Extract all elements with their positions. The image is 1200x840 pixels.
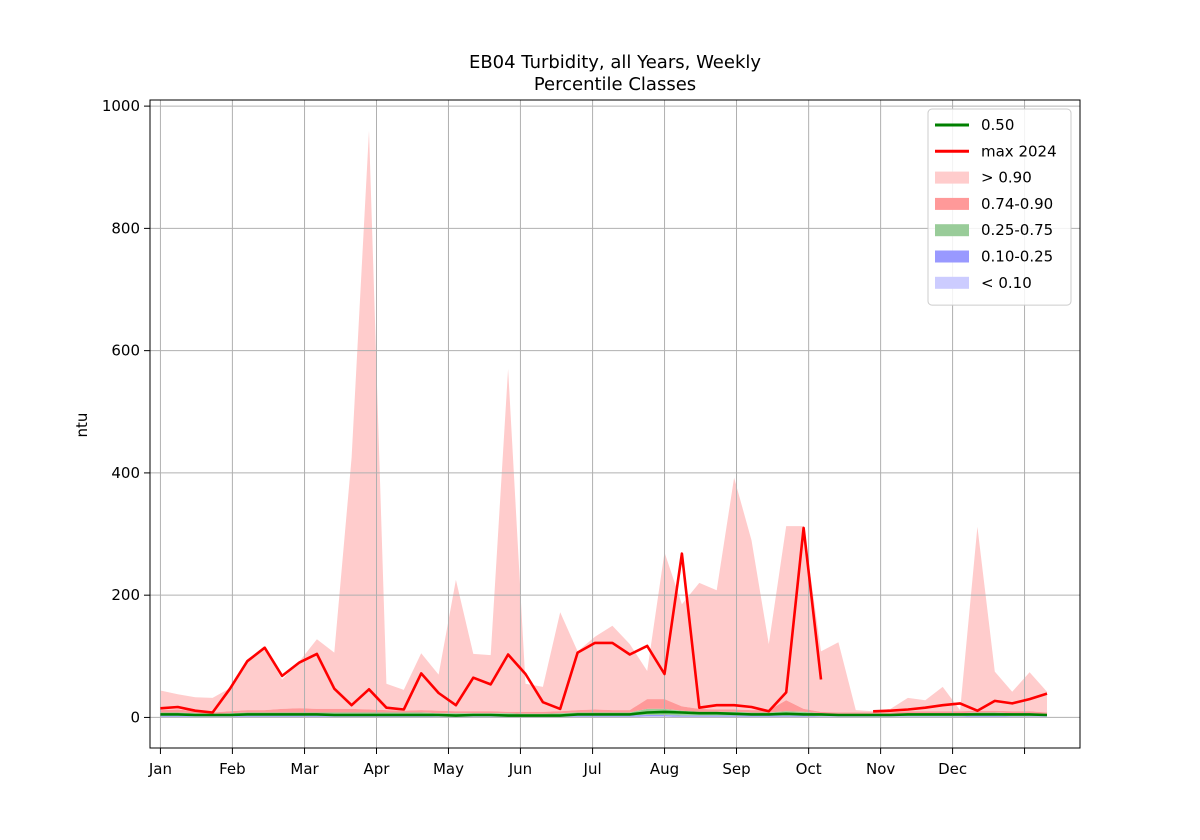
legend-swatch — [935, 224, 969, 237]
legend-label: 0.25-0.75 — [981, 221, 1053, 239]
x-tick-label: Feb — [219, 760, 246, 778]
x-tick-label: Jul — [583, 760, 602, 778]
legend-swatch — [935, 276, 969, 289]
area-p74_90 — [160, 699, 1047, 714]
plot-frame — [149, 99, 1081, 749]
series-lines — [160, 526, 1048, 717]
area-p90plus — [160, 130, 1047, 713]
legend-item-max2024: max 2024 — [935, 142, 1057, 160]
y-axis: 0 200 400 600 800 1000 — [102, 97, 150, 726]
x-tick-label: Oct — [796, 760, 822, 778]
series-max-2024-line — [160, 526, 1048, 714]
y-tick-label: 800 — [111, 219, 140, 237]
x-tick-label: Dec — [938, 760, 967, 778]
x-tick-label: Jun — [508, 760, 532, 778]
y-tick-label: 1000 — [102, 97, 140, 115]
y-tick-label: 200 — [111, 586, 140, 604]
area-p10_25 — [160, 715, 1047, 717]
x-tick-label: Aug — [650, 760, 679, 778]
y-tick-label: 600 — [111, 342, 140, 360]
legend-swatch — [935, 197, 969, 210]
legend-label: max 2024 — [981, 142, 1057, 160]
chart-subtitle: Percentile Classes — [534, 74, 696, 95]
legend-item-p90plus: > 0.90 — [935, 169, 1032, 187]
legend-swatch — [935, 171, 969, 184]
x-axis: Jan Feb Mar Apr May Jun Jul Aug Sep Oct Nov Dec — [148, 748, 1026, 778]
legend-label: 0.74-0.90 — [981, 195, 1053, 213]
x-tick-label: Apr — [364, 760, 391, 778]
legend-item-p74_90: 0.74-0.90 — [935, 195, 1053, 213]
grid — [150, 100, 1080, 748]
x-tick-label: Jan — [148, 760, 172, 778]
chart-title: EB04 Turbidity, all Years, Weekly — [469, 52, 761, 73]
legend-item-p25_75: 0.25-0.75 — [935, 221, 1053, 239]
y-tick-label: 400 — [111, 464, 140, 482]
legend-label: > 0.90 — [981, 169, 1032, 187]
x-tick-label: Sep — [722, 760, 750, 778]
x-tick-label: May — [433, 760, 464, 778]
legend-swatch — [935, 250, 969, 263]
y-axis-label: ntu — [73, 413, 91, 438]
percentile-areas — [160, 130, 1047, 718]
x-tick-label: Nov — [866, 760, 895, 778]
y-tick-label: 0 — [130, 708, 140, 726]
legend-label: 0.10-0.25 — [981, 248, 1053, 266]
legend: 0.50 max 2024 > 0.90 0.74-0.90 0.25-0.75 0.10… — [927, 108, 1072, 306]
legend-label: 0.50 — [981, 116, 1014, 134]
legend-item-p10_25: 0.10-0.25 — [935, 248, 1053, 266]
legend-label: < 0.10 — [981, 274, 1032, 292]
legend-item-median: 0.50 — [935, 116, 1014, 134]
x-tick-label: Mar — [290, 760, 319, 778]
legend-item-p10minus: < 0.10 — [935, 274, 1032, 292]
series-median-line — [160, 710, 1048, 717]
